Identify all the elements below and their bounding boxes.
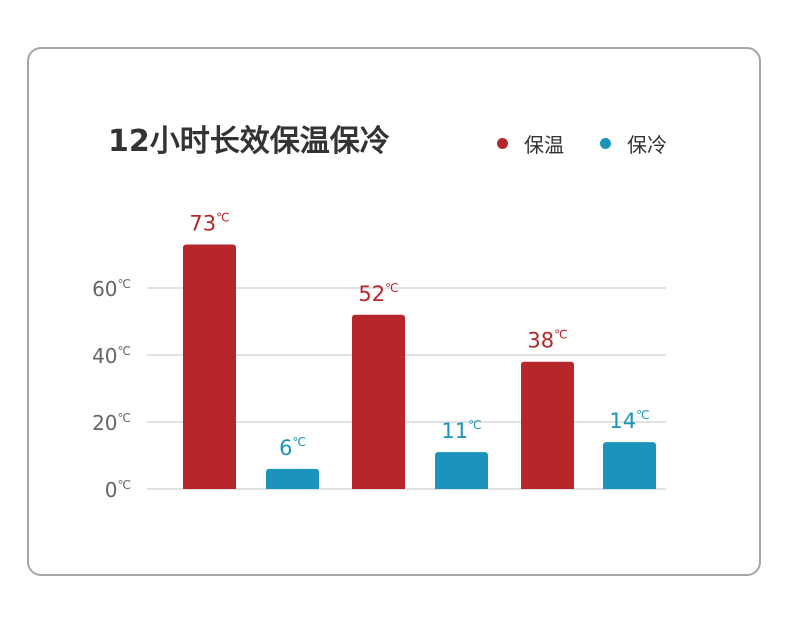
bar-cold-1: [435, 452, 488, 489]
bar-base: [435, 485, 488, 489]
bar-cold-2: [603, 442, 656, 489]
y-tick-label: 60℃: [92, 277, 131, 301]
legend-swatch-cold: [600, 137, 611, 149]
legend-item-heat: 保温: [497, 130, 564, 157]
data-label: 14℃: [609, 408, 649, 433]
legend-item-cold: 保冷: [600, 130, 667, 157]
bar-cold-0: [266, 468, 319, 489]
y-tick-label: 40℃: [92, 344, 131, 368]
chart-title: 12小时长效保温保冷: [108, 124, 390, 159]
bar-base: [183, 485, 236, 489]
bar-heat-1: [352, 314, 405, 489]
data-label: 11℃: [441, 418, 481, 443]
data-label: 52℃: [358, 281, 398, 306]
bar-base: [521, 485, 574, 489]
legend-swatch-heat: [497, 137, 508, 149]
bar-base: [603, 485, 656, 489]
bar-heat-0: [183, 244, 236, 489]
data-label: 38℃: [527, 328, 567, 353]
data-label: 6℃: [279, 435, 306, 460]
y-tick-label: 0℃: [105, 478, 131, 502]
bar-heat-2: [521, 361, 574, 489]
y-tick-label: 20℃: [92, 411, 131, 435]
legend-label-heat: 保温: [524, 132, 564, 157]
bar-base: [266, 485, 319, 489]
legend-label-cold: 保冷: [627, 132, 667, 157]
bar-base: [352, 485, 405, 489]
data-label: 73℃: [189, 210, 229, 235]
